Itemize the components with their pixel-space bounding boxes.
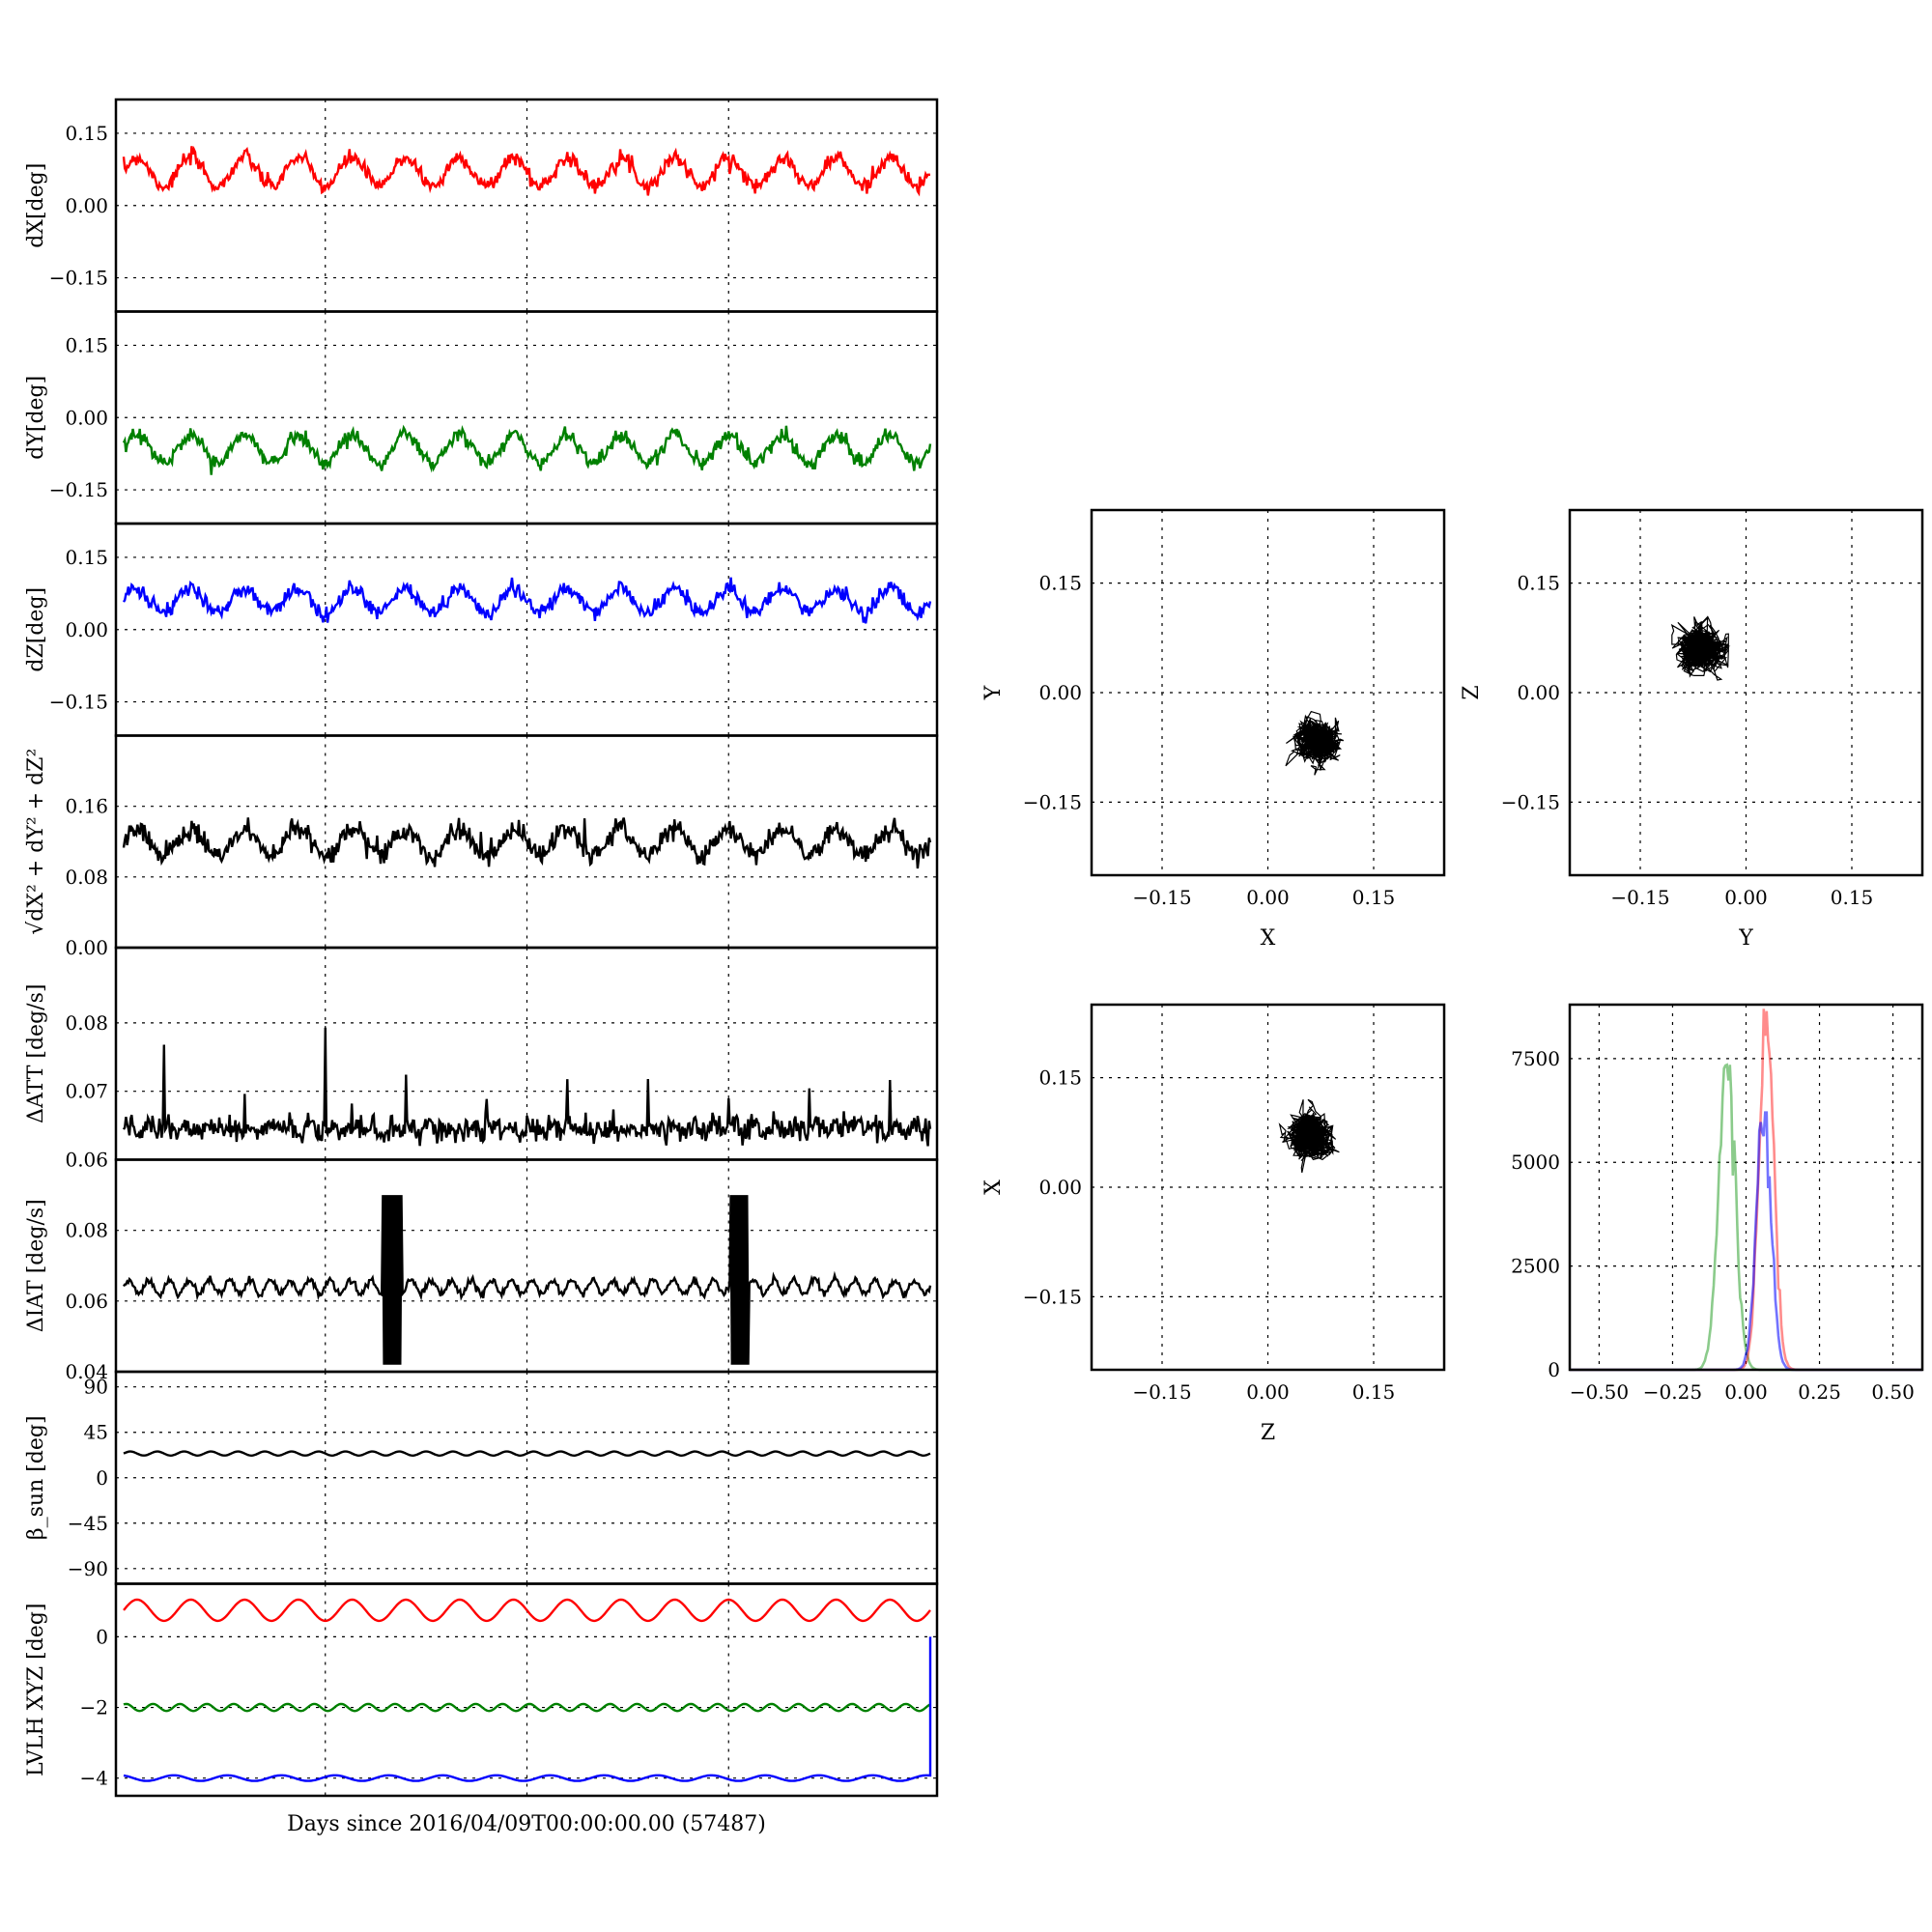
- time-lvlh-series-line: [123, 1702, 931, 1713]
- y-tick-label: 0.06: [65, 1290, 108, 1313]
- time-diat-y-axis-label: ΔIAT [deg/s]: [24, 1199, 48, 1332]
- x-tick-label: −0.15: [1610, 886, 1669, 909]
- scatter-yz-frame: [1568, 508, 1924, 877]
- scatter-yz-panel: −0.15 0.00 0.15 0.15 0.00 −0.15 Y Z: [1460, 508, 1924, 951]
- time-norm-y-axis-label: √dX² + dY² + dZ²: [24, 749, 48, 935]
- y-tick-label: −0.15: [1501, 790, 1560, 813]
- scatter-xy-y-axis-label: Y: [981, 685, 1006, 700]
- scatter-yz-points: [1670, 615, 1731, 681]
- y-tick-label: 0.00: [65, 936, 108, 959]
- y-tick-label: −0.15: [49, 478, 108, 501]
- time-lvlh-panel: 0 −2 −4 LVLH XYZ [deg]: [24, 1582, 939, 1798]
- y-tick-label: 2500: [1511, 1255, 1560, 1278]
- y-tick-label: 0.08: [65, 1219, 108, 1242]
- scatter-xy-panel: −0.15 0.00 0.15 0.15 0.00 −0.15 X Y: [981, 508, 1446, 951]
- scatter-zx-panel: −0.15 0.00 0.15 0.15 0.00 −0.15 Z X: [981, 1003, 1446, 1445]
- histogram-panel: −0.50 −0.25 0.00 0.25 0.50 7500 5000 2500 0: [1511, 1003, 1924, 1404]
- y-tick-label: 7500: [1511, 1047, 1560, 1070]
- y-tick-label: 0.15: [65, 546, 108, 569]
- time-dZ-y-axis-label: dZ[deg]: [24, 587, 48, 672]
- y-tick-label: −90: [68, 1557, 108, 1580]
- y-tick-label: 0: [1548, 1358, 1560, 1381]
- time-datt-panel: 0.08 0.07 0.06 ΔATT [deg/s]: [24, 946, 939, 1172]
- x-tick-label: 0.15: [1352, 886, 1396, 909]
- x-tick-label: −0.15: [1132, 1380, 1191, 1404]
- time-dX-y-axis-label: dX[deg]: [24, 163, 48, 248]
- time-x-axis-label: Days since 2016/04/09T00:00:00.00 (57487…: [287, 1812, 766, 1836]
- y-tick-label: −4: [80, 1767, 108, 1790]
- time-lvlh-frame: [114, 1582, 939, 1798]
- y-tick-label: −0.15: [1023, 1285, 1082, 1308]
- y-tick-label: 0.16: [65, 795, 108, 818]
- scatter-zx-y-axis-label: X: [981, 1179, 1006, 1195]
- y-tick-label: 45: [84, 1421, 108, 1444]
- histogram-frame: [1568, 1003, 1924, 1372]
- scatter-xy-x-axis-label: X: [1261, 926, 1276, 951]
- y-tick-label: 0.08: [65, 1011, 108, 1035]
- scatter-zx-points: [1278, 1098, 1340, 1174]
- y-tick-label: −45: [68, 1512, 108, 1535]
- time-norm-series-line: [122, 817, 932, 869]
- y-tick-label: −0.15: [49, 267, 108, 290]
- time-lvlh-y-axis-label: LVLH XYZ [deg]: [24, 1604, 48, 1777]
- y-tick-label: −0.15: [1023, 790, 1082, 813]
- x-tick-label: −0.25: [1643, 1380, 1702, 1404]
- time-dX-series-line: [122, 146, 930, 197]
- time-datt-y-axis-label: ΔATT [deg/s]: [24, 984, 48, 1123]
- y-tick-label: 0.00: [65, 406, 108, 429]
- time-beta-y-axis-label: β_sun [deg]: [24, 1415, 48, 1540]
- x-tick-label: −0.50: [1570, 1380, 1629, 1404]
- y-tick-label: 0.15: [1038, 572, 1082, 595]
- y-tick-label: 0.00: [1038, 681, 1082, 704]
- time-lvlh-series-line: [123, 1598, 931, 1623]
- time-lvlh-series-line: [123, 1636, 932, 1782]
- time-beta-panel: 90 45 0 −45 −90 β_sun [deg]: [24, 1370, 939, 1585]
- y-tick-label: 0.08: [65, 866, 108, 889]
- x-tick-label: 0.00: [1246, 1380, 1290, 1404]
- x-tick-label: 0.50: [1871, 1380, 1915, 1404]
- time-datt-series-line: [122, 1027, 932, 1147]
- y-tick-label: 0: [96, 1625, 108, 1648]
- y-tick-label: 0.15: [1517, 572, 1560, 595]
- x-tick-label: 0.15: [1831, 886, 1874, 909]
- x-tick-label: 0.00: [1724, 886, 1768, 909]
- y-tick-label: 0.07: [65, 1080, 108, 1103]
- y-tick-label: −2: [80, 1696, 108, 1719]
- x-tick-label: 0.00: [1724, 1380, 1768, 1404]
- scatter-yz-y-axis-label: Z: [1460, 685, 1484, 699]
- x-tick-label: 0.15: [1352, 1380, 1396, 1404]
- x-tick-label: −0.15: [1132, 886, 1191, 909]
- y-tick-label: 0.04: [65, 1360, 108, 1383]
- time-norm-panel: 0.16 0.08 0.00 √dX² + dY² + dZ²: [24, 734, 939, 959]
- time-dY-series-line: [122, 424, 932, 475]
- time-diat-panel: 0.08 0.06 0.04 ΔIAT [deg/s]: [24, 1158, 939, 1383]
- x-tick-label: 0.00: [1246, 886, 1290, 909]
- scatter-zx-frame: [1090, 1003, 1446, 1372]
- y-tick-label: 90: [84, 1376, 108, 1399]
- y-tick-label: 0: [96, 1466, 108, 1490]
- time-dY-y-axis-label: dY[deg]: [24, 376, 48, 460]
- scatter-xy-points: [1285, 710, 1345, 776]
- time-beta-series-line: [123, 1450, 931, 1458]
- y-tick-label: −0.15: [49, 691, 108, 714]
- y-tick-label: 0.00: [1517, 681, 1560, 704]
- y-tick-label: 0.00: [1038, 1176, 1082, 1199]
- time-diat-series-line: [123, 1195, 932, 1365]
- y-tick-label: 0.15: [1038, 1066, 1082, 1090]
- scatter-yz-x-axis-label: Y: [1738, 926, 1753, 951]
- y-tick-label: 0.06: [65, 1149, 108, 1172]
- scatter-zx-x-axis-label: Z: [1261, 1421, 1275, 1445]
- x-tick-label: 0.25: [1798, 1380, 1841, 1404]
- time-dZ-series-line: [122, 577, 932, 624]
- y-tick-label: 0.15: [65, 122, 108, 145]
- scatter-xy-frame: [1090, 508, 1446, 877]
- y-tick-label: 0.15: [65, 333, 108, 356]
- y-tick-label: 5000: [1511, 1151, 1560, 1174]
- y-tick-label: 0.00: [65, 194, 108, 217]
- y-tick-label: 0.00: [65, 618, 108, 641]
